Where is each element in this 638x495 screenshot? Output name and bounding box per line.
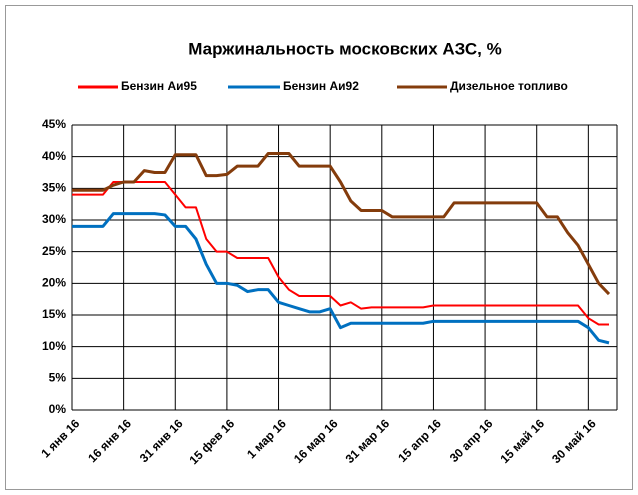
chart-title: Маржинальность московских АЗС, % [188, 39, 501, 58]
y-tick-label: 40% [42, 149, 66, 163]
chart-frame [5, 5, 633, 490]
y-tick-label: 0% [49, 402, 67, 416]
legend-label: Дизельное топливо [450, 79, 568, 93]
y-tick-label: 20% [42, 276, 66, 290]
y-tick-label: 25% [42, 244, 66, 258]
y-tick-label: 10% [42, 339, 66, 353]
y-tick-label: 45% [42, 117, 66, 131]
y-tick-label: 15% [42, 307, 66, 321]
legend: Бензин Аи95 Бензин Аи92 Дизельное топливо [78, 79, 568, 93]
y-tick-label: 5% [49, 371, 67, 385]
y-tick-label: 30% [42, 212, 66, 226]
y-tick-label: 35% [42, 181, 66, 195]
series-line [72, 181, 609, 326]
series-line [72, 152, 611, 296]
legend-label: Бензин Аи95 [121, 79, 197, 93]
legend-label: Бензин Аи92 [283, 79, 359, 93]
series-line [72, 212, 610, 345]
